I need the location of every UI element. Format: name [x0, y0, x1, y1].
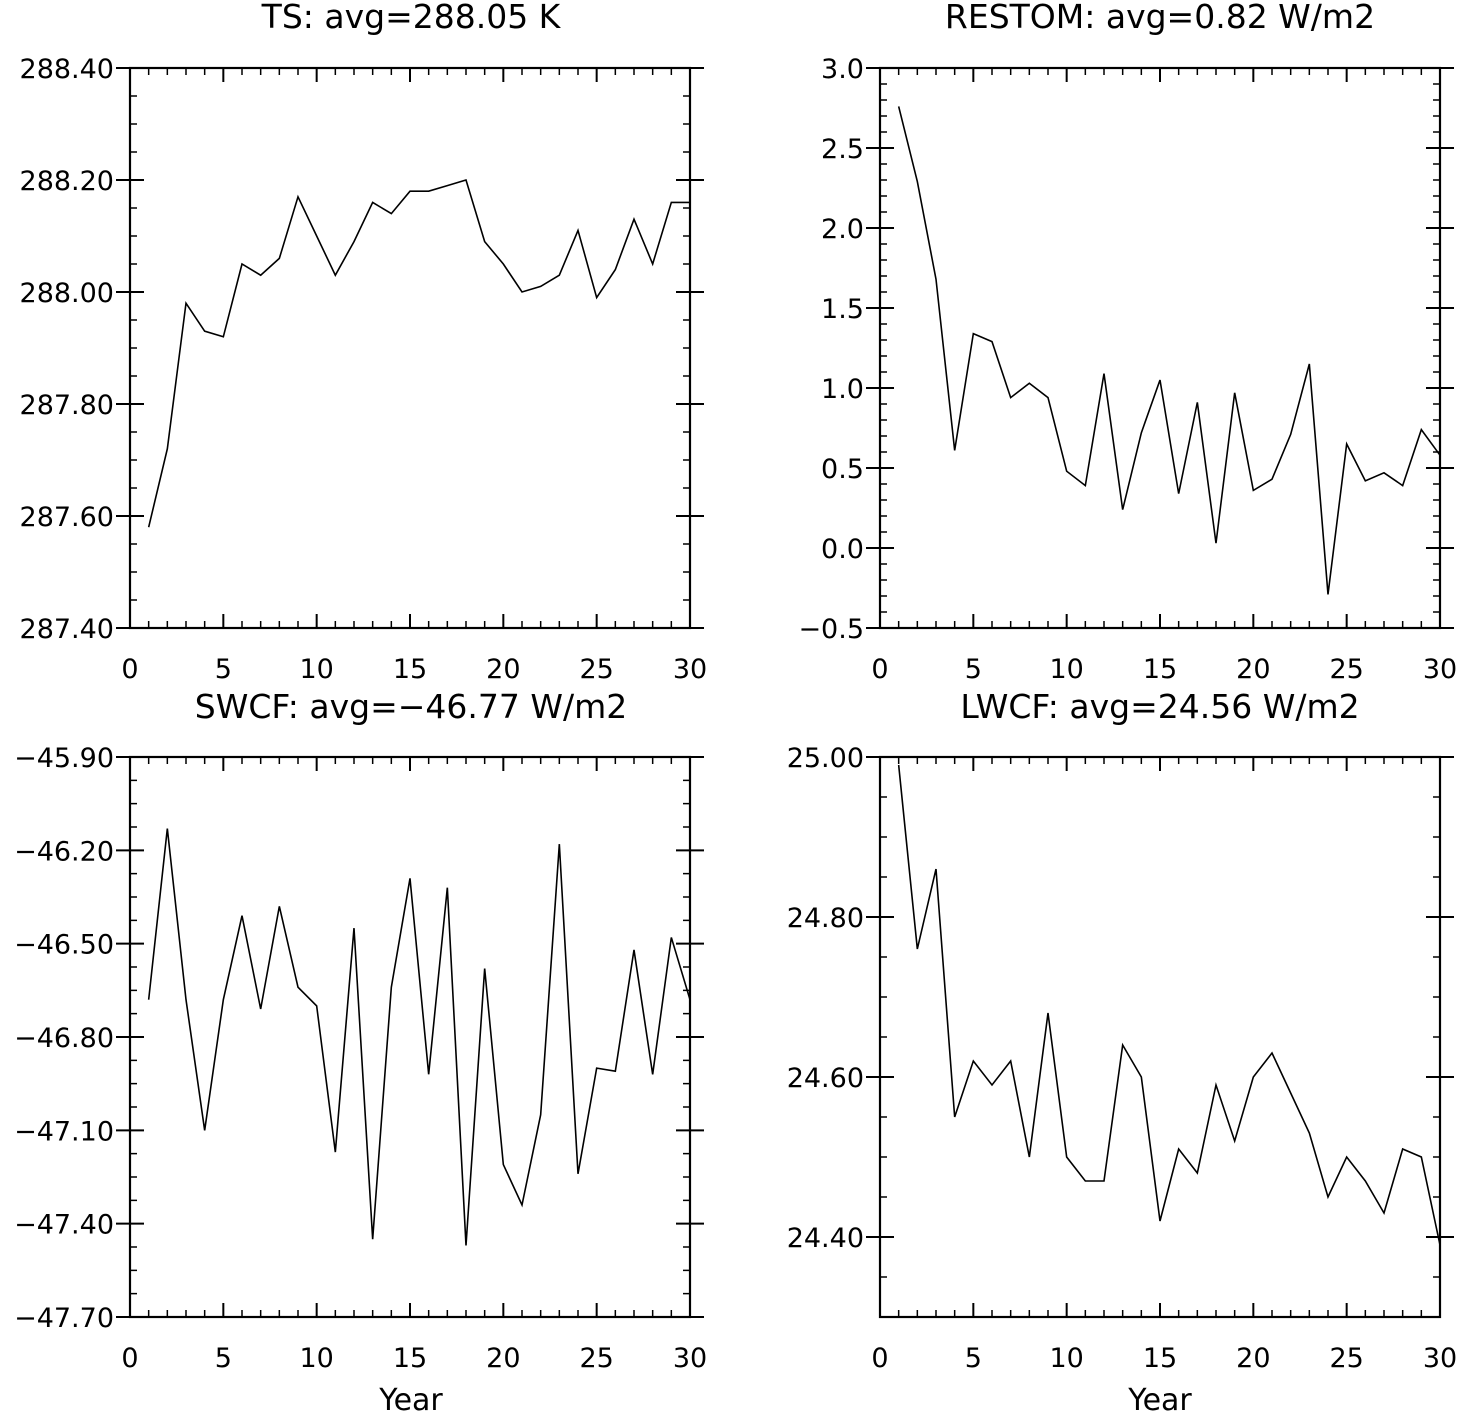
- restom-x-tick-label: 5: [965, 654, 982, 685]
- swcf-panel-title: SWCF: avg=−46.77 W/m2: [195, 687, 628, 726]
- restom-panel: RESTOM: avg=0.82 W/m2 0 5 10 15 20 25 30 −0.5 0.…: [798, 0, 1457, 685]
- lwcf-y-tick-label: 24.80: [787, 903, 864, 934]
- ts-y-tick-label: 288.20: [20, 166, 114, 197]
- lwcf-plot-frame: [878, 755, 1442, 1319]
- restom-y-tick-label: 0.0: [821, 534, 864, 565]
- lwcf-y-tick-label: 24.40: [787, 1223, 864, 1254]
- restom-y-tick-label: 1.5: [821, 294, 864, 325]
- restom-x-tick-label: 30: [1423, 654, 1457, 685]
- ts-x-tick-label: 15: [393, 654, 427, 685]
- restom-y-tick-label: 0.5: [821, 454, 864, 485]
- lwcf-x-tick-label: 10: [1049, 1343, 1083, 1374]
- lwcf-y-tick-label: 24.60: [787, 1063, 864, 1094]
- lwcf-y-tick-label: 25.00: [787, 743, 864, 774]
- swcf-panel-xlabel: Year: [378, 1383, 443, 1416]
- ts-plot-frame: [128, 66, 692, 630]
- swcf-x-tick-label: 10: [299, 1343, 333, 1374]
- restom-x-tick-label: 20: [1236, 654, 1270, 685]
- swcf-plot-frame: [128, 755, 692, 1319]
- lwcf-panel-title: LWCF: avg=24.56 W/m2: [960, 687, 1359, 726]
- ts-y-tick-label: 288.00: [20, 278, 114, 309]
- ts-x-tick-label: 10: [299, 654, 333, 685]
- restom-x-tick-label: 10: [1049, 654, 1083, 685]
- swcf-panel: SWCF: avg=−46.77 W/m2 Year 0 5 10 15 20 25 30 −…: [14, 687, 707, 1416]
- lwcf-series-line: [897, 764, 1441, 1246]
- swcf-x-tick-label: 0: [121, 1343, 138, 1374]
- ts-panel-title: TS: avg=288.05 K: [261, 0, 562, 36]
- swcf-x-tick-label: 20: [486, 1343, 520, 1374]
- ts-y-tick-label: 287.80: [20, 390, 114, 421]
- lwcf-x-tick-label: 5: [965, 1343, 982, 1374]
- restom-y-tick-label: 1.0: [821, 374, 864, 405]
- ts-y-tick-label: 287.40: [20, 614, 114, 645]
- lwcf-x-tick-label: 0: [871, 1343, 888, 1374]
- restom-y-tick-label: 2.0: [821, 214, 864, 245]
- restom-plot-frame: [878, 66, 1442, 630]
- ts-x-tick-label: 30: [673, 654, 707, 685]
- ts-x-tick-label: 20: [486, 654, 520, 685]
- swcf-y-tick-label: −46.50: [14, 930, 114, 961]
- swcf-y-tick-label: −47.70: [14, 1303, 114, 1334]
- swcf-y-tick-label: −46.20: [14, 836, 114, 867]
- restom-x-tick-label: 25: [1329, 654, 1363, 685]
- restom-series-line: [897, 106, 1441, 595]
- ts-x-tick-label: 0: [121, 654, 138, 685]
- restom-x-tick-label: 15: [1143, 654, 1177, 685]
- swcf-y-tick-label: −46.80: [14, 1023, 114, 1054]
- swcf-y-tick-label: −47.10: [14, 1116, 114, 1147]
- lwcf-x-tick-label: 15: [1143, 1343, 1177, 1374]
- swcf-x-tick-label: 30: [673, 1343, 707, 1374]
- lwcf-panel: LWCF: avg=24.56 W/m2 Year 0 5 10 15 20 25 30 24…: [787, 687, 1457, 1416]
- restom-y-tick-label: 2.5: [821, 134, 864, 165]
- ts-panel: TS: avg=288.05 K 0 5 10 15 20 25 30 287.40 287.6…: [20, 0, 708, 685]
- lwcf-x-tick-label: 20: [1236, 1343, 1270, 1374]
- swcf-y-tick-label: −47.40: [14, 1210, 114, 1241]
- restom-x-tick-label: 0: [871, 654, 888, 685]
- restom-panel-title: RESTOM: avg=0.82 W/m2: [945, 0, 1375, 36]
- ts-series-line: [147, 179, 690, 528]
- ts-x-tick-label: 5: [215, 654, 232, 685]
- lwcf-x-tick-label: 30: [1423, 1343, 1457, 1374]
- swcf-x-tick-label: 5: [215, 1343, 232, 1374]
- restom-y-tick-label: −0.5: [798, 614, 864, 645]
- ts-y-tick-label: 287.60: [20, 502, 114, 533]
- restom-y-tick-label: 3.0: [821, 54, 864, 85]
- swcf-x-tick-label: 15: [393, 1343, 427, 1374]
- swcf-y-tick-label: −45.90: [14, 743, 114, 774]
- ts-x-tick-label: 25: [579, 654, 613, 685]
- swcf-x-tick-label: 25: [579, 1343, 613, 1374]
- swcf-series-line: [147, 828, 691, 1246]
- lwcf-x-tick-label: 25: [1329, 1343, 1363, 1374]
- lwcf-panel-xlabel: Year: [1127, 1383, 1192, 1416]
- ts-y-tick-label: 288.40: [20, 54, 114, 85]
